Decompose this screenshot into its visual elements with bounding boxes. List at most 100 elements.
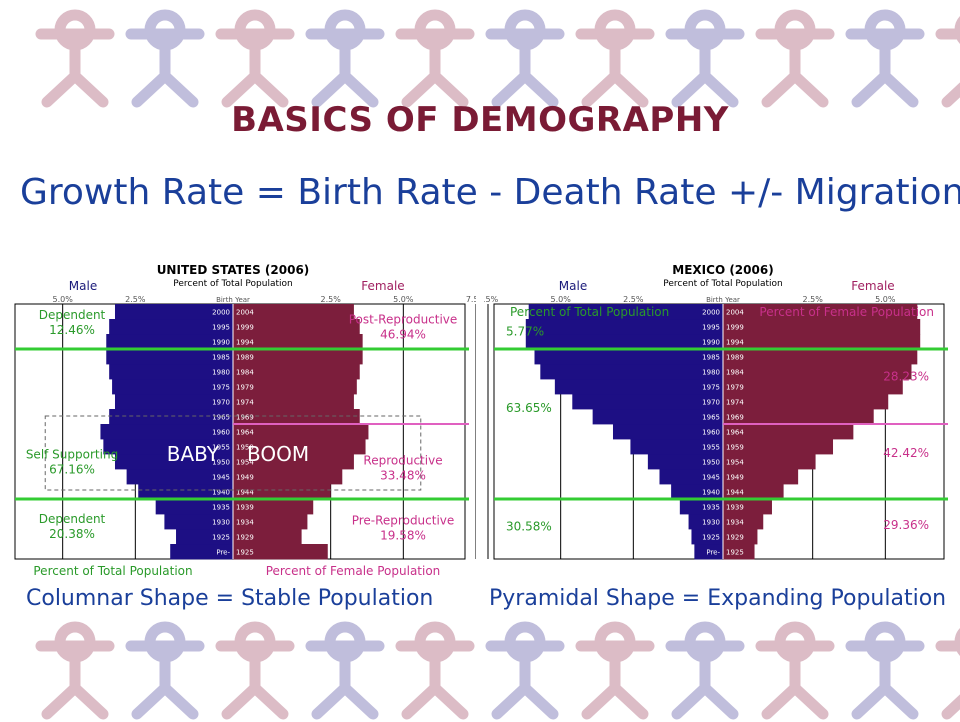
stick-figure-pink: [215, 9, 295, 108]
birth-year-label: 1925: [212, 534, 230, 542]
stick-figure-pink: [395, 9, 475, 108]
birth-year-label: 1925: [236, 549, 254, 557]
stick-figure-pink: [575, 9, 655, 108]
male-bar: [534, 349, 723, 365]
male-bar: [572, 394, 723, 410]
male-bar: [109, 319, 233, 335]
birth-year-label: 1950: [702, 459, 720, 467]
annotation-male-side: Dependent: [39, 308, 106, 322]
birth-year-label: 1994: [236, 339, 254, 347]
annotation-female-side: Pre-Reproductive: [352, 514, 455, 528]
male-bar: [100, 424, 233, 440]
birth-year-label: 1975: [212, 384, 230, 392]
annotation-male-side: 67.16%: [49, 463, 95, 477]
annotation-male-side: 30.58%: [506, 520, 552, 534]
male-bar: [630, 439, 723, 455]
stick-figure-blue: [845, 9, 925, 108]
birth-year-label: 1965: [212, 414, 230, 422]
legend-female: Female: [851, 279, 894, 293]
header-percent-total: Percent of Total Population: [510, 305, 669, 319]
female-bar: [233, 394, 354, 410]
birth-year-label: 1949: [236, 474, 254, 482]
male-bar: [126, 469, 233, 485]
birth-year-label: 1979: [236, 384, 254, 392]
annotation-male-side: Self Supporting: [26, 448, 118, 462]
male-bar: [109, 409, 233, 425]
male-bar: [114, 304, 233, 320]
annotation-male-side: Dependent: [39, 512, 106, 526]
male-bar: [612, 424, 723, 440]
stick-figure-pink: [215, 621, 295, 720]
female-bar: [723, 424, 854, 440]
female-bar: [233, 349, 363, 365]
birth-year-header: Birth Year: [706, 296, 740, 304]
female-bar: [233, 409, 360, 425]
birth-year-label: 1985: [212, 354, 230, 362]
male-bar: [554, 379, 723, 395]
male-bar: [528, 304, 723, 320]
male-bar: [176, 529, 233, 545]
birth-year-label: 1994: [726, 339, 744, 347]
stick-figure-blue: [845, 621, 925, 720]
caption-columnar: Columnar Shape = Stable Population: [26, 586, 434, 611]
caption-pyramidal: Pyramidal Shape = Expanding Population: [489, 586, 947, 611]
stick-figure-pink: [35, 621, 115, 720]
birth-year-label: 1925: [726, 549, 744, 557]
female-bar: [723, 379, 903, 395]
birth-year-label: 1980: [212, 369, 230, 377]
female-bar: [723, 514, 764, 530]
birth-year-label: 1925: [702, 534, 720, 542]
birth-year-header: Birth Year: [216, 296, 250, 304]
mexico-population-pyramid: MEXICO (2006) Percent of Total Population…: [484, 263, 948, 560]
birth-year-label: 1959: [236, 444, 254, 452]
annotation-female-side: 19.58%: [380, 529, 426, 543]
x-tick-label: 5.0%: [393, 295, 414, 304]
male-bar: [109, 364, 233, 380]
female-bar: [233, 364, 360, 380]
stick-figure-pink: [935, 628, 960, 720]
male-bar: [138, 484, 233, 500]
slide-title: BASICS OF DEMOGRAPHY: [231, 100, 729, 140]
stick-figure-blue: [665, 9, 745, 108]
birth-year-label: 1954: [726, 459, 744, 467]
birth-year-label: 2000: [212, 309, 230, 317]
female-bar: [723, 544, 755, 560]
birth-year-label: 1984: [726, 369, 744, 377]
male-bar: [647, 454, 723, 470]
female-bar: [723, 409, 874, 425]
annotation-female-side: 46.94%: [380, 328, 426, 342]
birth-year-label: 1939: [726, 504, 744, 512]
x-tick-label: 5.0%: [53, 295, 74, 304]
annotation-male-side: 63.65%: [506, 401, 552, 415]
female-bar: [723, 469, 799, 485]
stick-figure-pink: [395, 621, 475, 720]
male-bar: [155, 499, 233, 515]
birth-year-label: 1974: [236, 399, 254, 407]
male-bar: [691, 529, 723, 545]
birth-year-label: 1935: [212, 504, 230, 512]
female-bar: [233, 424, 369, 440]
female-bar: [723, 484, 784, 500]
female-bar: [233, 304, 354, 320]
birth-year-label: 1995: [212, 324, 230, 332]
birth-year-label: 1999: [236, 324, 254, 332]
x-tick-label: 2.5%: [321, 295, 342, 304]
male-bar: [525, 319, 723, 335]
birth-year-label: 1959: [726, 444, 744, 452]
male-bar: [540, 364, 723, 380]
stick-figure-pink: [935, 16, 960, 108]
birth-year-label: 2004: [236, 309, 254, 317]
female-bar: [723, 394, 889, 410]
birth-year-label: Pre-: [706, 549, 720, 557]
birth-year-label: 1954: [236, 459, 254, 467]
birth-year-label: 1975: [702, 384, 720, 392]
birth-year-label: 1985: [702, 354, 720, 362]
annotation-male-side: 5.77%: [506, 325, 544, 339]
stick-figure-blue: [125, 621, 205, 720]
birth-year-label: 2004: [726, 309, 744, 317]
female-bar: [233, 439, 366, 455]
stick-figure-pink: [575, 621, 655, 720]
birth-year-label: 1930: [702, 519, 720, 527]
birth-year-label: 1940: [212, 489, 230, 497]
female-bar: [233, 379, 357, 395]
